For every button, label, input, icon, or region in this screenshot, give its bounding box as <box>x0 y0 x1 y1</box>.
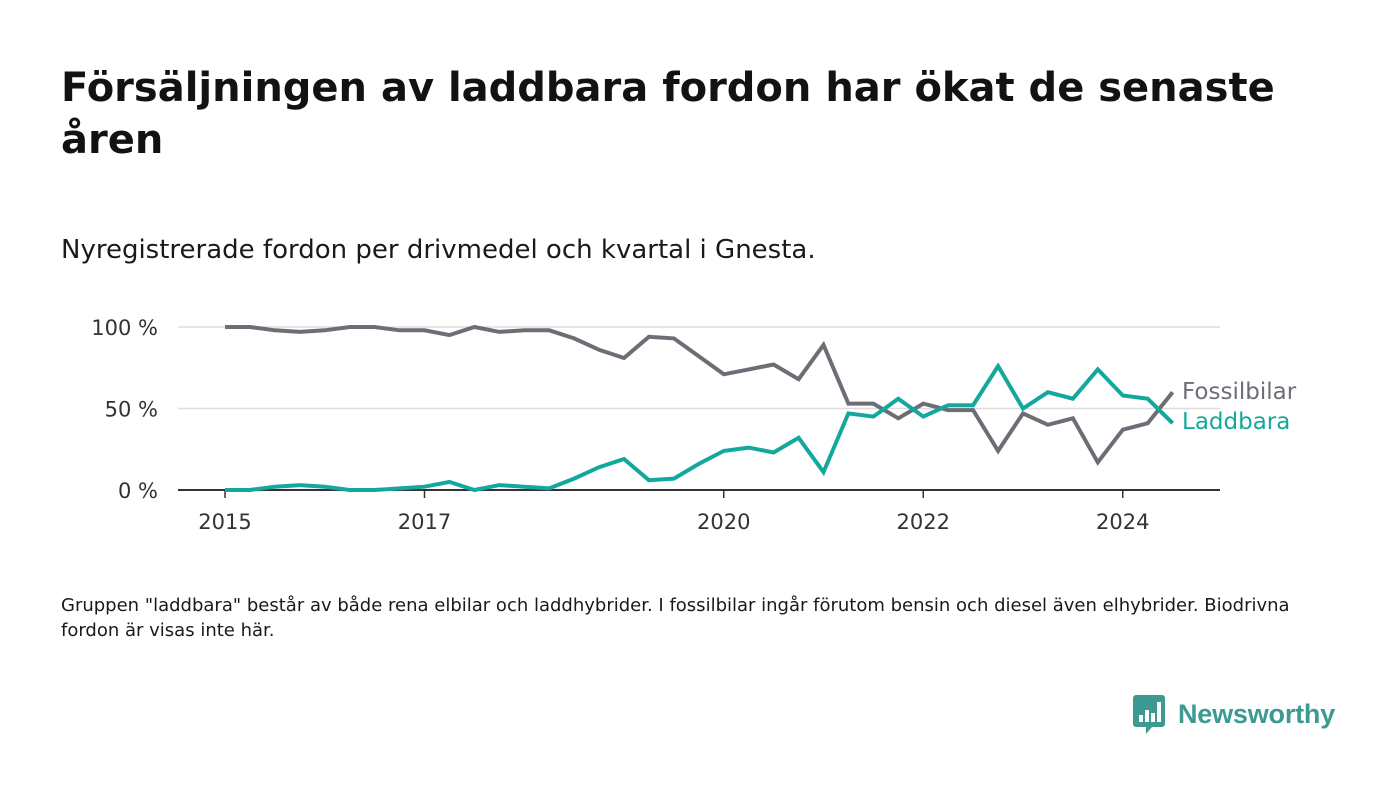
x-tick-label: 2020 <box>697 510 750 534</box>
series-lines <box>225 324 1175 493</box>
x-tick-label: 2017 <box>398 510 451 534</box>
y-tick-label: 0 % <box>118 479 158 503</box>
x-axis-ticks: 2015 2017 2020 2022 2024 <box>178 489 1220 534</box>
line-chart: 0 % 50 % 100 % 2015 2017 2020 2022 2024 Fossil… <box>91 316 1297 534</box>
series-label-fossilbilar: Fossilbilar <box>1182 379 1297 405</box>
series-labels: Fossilbilar Laddbara <box>1182 379 1297 435</box>
bar-chart-speech-bubble-icon <box>1133 695 1165 734</box>
x-tick-label: 2015 <box>198 510 251 534</box>
x-tick-label: 2024 <box>1096 510 1149 534</box>
series-label-laddbara: Laddbara <box>1182 409 1290 435</box>
series-line-laddbara <box>225 362 1175 493</box>
logo-text: Newsworthy <box>1178 698 1336 729</box>
newsworthy-logo[interactable]: Newsworthy <box>1132 692 1335 736</box>
y-axis-ticks: 0 % 50 % 100 % <box>91 316 158 503</box>
x-tick-label: 2022 <box>897 510 950 534</box>
chart-title: Försäljningen av laddbara fordon har öka… <box>61 65 1275 163</box>
chart-subtitle: Nyregistrerade fordon per drivmedel och … <box>61 235 816 265</box>
y-tick-label: 100 % <box>91 316 158 340</box>
series-line-fossilbilar <box>225 324 1175 466</box>
footnote: Gruppen "laddbara" består av både rena e… <box>61 595 1290 641</box>
y-tick-label: 50 % <box>105 398 158 422</box>
